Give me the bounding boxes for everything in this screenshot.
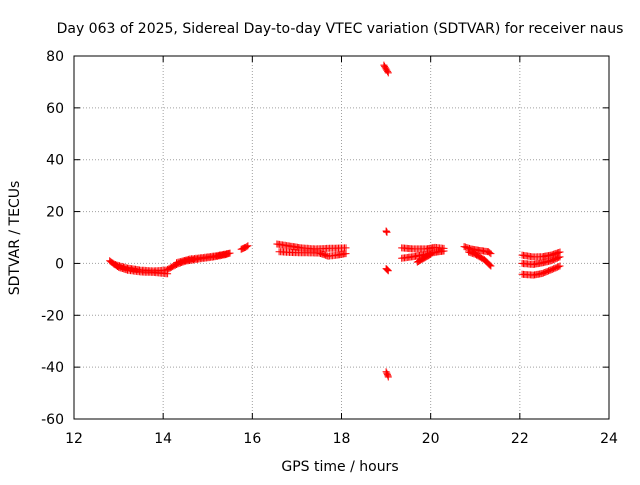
data-track [273,240,350,253]
x-tick-label: 18 [333,431,351,447]
gridlines [74,56,609,419]
x-tick-label: 16 [243,431,261,447]
y-tick-label: 40 [46,153,64,169]
data-track [275,248,350,260]
y-tick-label: -40 [41,360,64,376]
x-tick-label: 24 [600,431,618,447]
x-tick-label: 12 [65,431,83,447]
y-tick-label: -60 [41,412,64,428]
x-tick-label: 22 [511,431,529,447]
y-tick-label: 0 [55,256,64,272]
data-track [110,260,172,275]
x-tick-label: 20 [422,431,440,447]
data-points [106,61,564,381]
data-track [465,248,495,270]
data-track [518,262,564,279]
x-tick-label: 14 [154,431,172,447]
data-track [237,242,252,253]
y-tick-label: 20 [46,205,64,221]
y-tick-label: -20 [41,308,64,324]
data-track [413,250,435,266]
chart-title: Day 063 of 2025, Sidereal Day-to-day VTE… [57,21,624,37]
data-track [382,227,391,236]
y-tick-label: 80 [46,49,64,65]
data-track [382,368,392,381]
data-track [382,265,392,275]
data-track [398,243,448,253]
y-tick-label: 60 [46,101,64,117]
data-track [173,250,232,267]
data-track [518,253,564,268]
axis-ticks: 12 14 16 18 20 22 24 -60 -40 -20 0 20 40 60 80 [41,49,618,447]
data-track [380,61,392,77]
y-axis-label: SDTVAR / TECUs [7,181,23,296]
data-track [460,243,495,258]
data-track [518,248,564,261]
x-axis-label: GPS time / hours [281,459,398,475]
